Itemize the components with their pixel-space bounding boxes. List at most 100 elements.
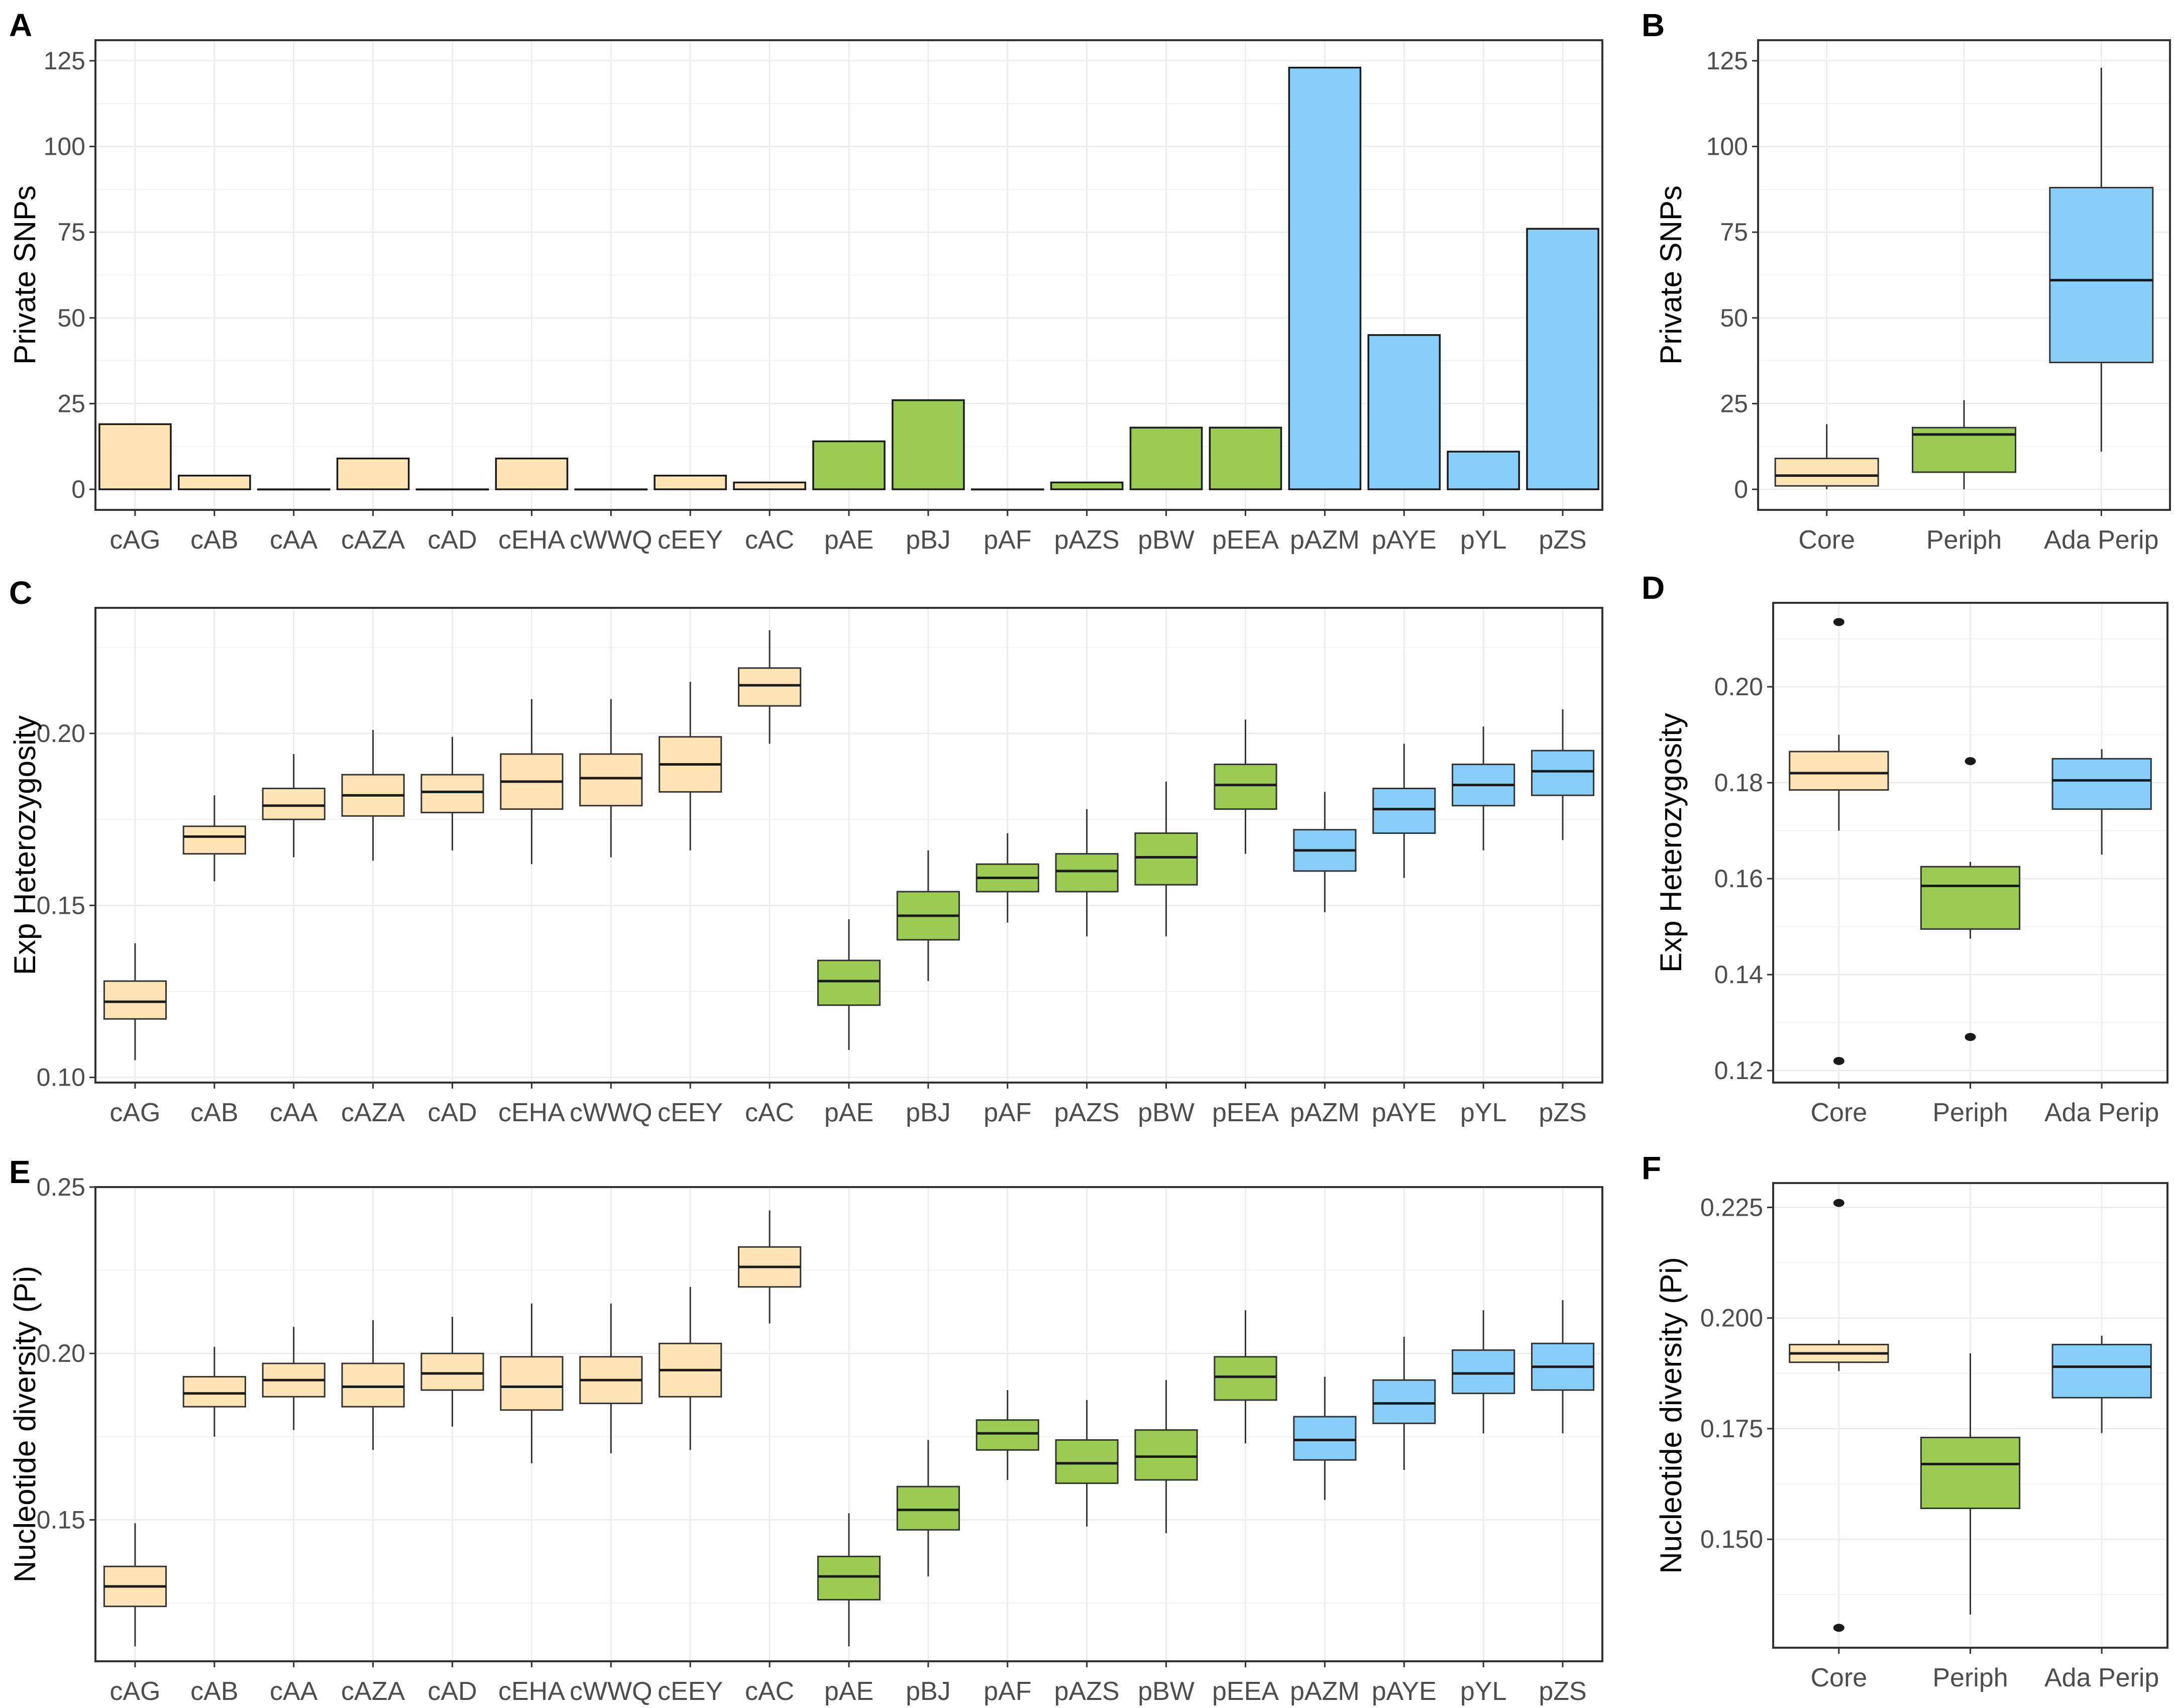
panel-e: 0.15 0.20 0.25 cAG cAB cAA cAZA cAD cEHA cWWQ cEEY… [8, 1154, 1603, 1706]
y-tick-label: 0.14 [1714, 960, 1763, 989]
box-cAA [262, 788, 325, 820]
bar-pAF [970, 488, 1044, 491]
box-pAYE [1372, 1379, 1436, 1424]
bar-pEEA [1209, 426, 1282, 490]
bar-cAA [257, 488, 331, 491]
x-tick-label: pBJ [906, 525, 951, 555]
y-tick-label: 0.20 [37, 719, 85, 748]
x-tick-label: cAD [427, 1098, 477, 1127]
bar-pYL [1447, 451, 1520, 490]
y-tick-label: 125 [44, 47, 85, 75]
x-tick-label: cEEY [658, 525, 723, 555]
x-tick-label: pAZS [1054, 525, 1120, 555]
y-tick-label: 25 [1720, 389, 1748, 417]
x-tick-label: cAB [190, 1098, 238, 1127]
y-axis-title: Nucleotide diversity (Pi) [1654, 1257, 1688, 1573]
y-tick-label: 50 [57, 304, 85, 332]
x-tick-label: pZS [1539, 525, 1586, 555]
outlier-point [1833, 1057, 1844, 1065]
x-tick-label: pBJ [906, 1677, 951, 1706]
x-tick-label: cAD [427, 1677, 477, 1706]
box-pEEA [1214, 1356, 1277, 1401]
x-tick-label: pEEA [1212, 525, 1279, 555]
outlier-point [1833, 1199, 1844, 1207]
box-pAF [975, 1419, 1039, 1451]
x-tick-label: cAZA [341, 525, 405, 555]
y-tick-label: 0.25 [37, 1173, 85, 1201]
y-tick-label: 100 [1706, 133, 1748, 161]
y-tick-label: 0 [1734, 475, 1748, 503]
x-tick-label: cAD [427, 525, 477, 555]
panel-letter: A [9, 7, 32, 43]
y-tick-label: 125 [1706, 47, 1748, 75]
x-tick-label: pAZM [1290, 1677, 1360, 1706]
x-tick-label: cAC [745, 1677, 794, 1706]
x-tick-label: Periph [1932, 1098, 2008, 1127]
x-tick-label: pBW [1138, 1098, 1194, 1127]
x-tick-label: pAF [984, 1098, 1031, 1127]
x-tick-label: pAE [824, 1098, 874, 1127]
box-cAB [182, 825, 246, 855]
x-tick-label: Periph [1932, 1663, 2008, 1692]
x-tick-label: cAG [110, 525, 160, 555]
y-axis-title: Private SNPs [8, 185, 42, 365]
panel-c: 0.10 0.15 0.20 cAG cAB cAA cAZA cAD cEHA cWWQ cEEY… [8, 575, 1603, 1127]
x-tick-label: pAYE [1372, 1098, 1437, 1127]
x-tick-label: Ada Perip [2044, 1098, 2159, 1127]
bar-cAZA [336, 457, 410, 490]
box-pAZM [1293, 1416, 1357, 1461]
x-tick-label: cEHA [498, 525, 565, 555]
box-pZS [1531, 750, 1595, 796]
x-tick-label: pZS [1539, 1677, 1586, 1706]
x-tick-label: cAZA [341, 1098, 405, 1127]
box-cAD [420, 774, 484, 813]
x-tick-label: cAG [110, 1098, 160, 1127]
x-tick-label: Ada Perip [2044, 525, 2158, 555]
bar-pBW [1129, 426, 1203, 490]
y-tick-label: 0.20 [37, 1339, 85, 1367]
box-Ada Perip [2051, 1344, 2152, 1399]
x-tick-label: pBW [1138, 525, 1194, 555]
bar-pAYE [1367, 334, 1441, 490]
x-tick-label: cEEY [658, 1677, 723, 1706]
x-tick-label: Ada Perip [2044, 1663, 2159, 1692]
x-tick-label: Core [1798, 525, 1855, 555]
x-tick-label: pAZM [1290, 1098, 1360, 1127]
x-tick-label: pZS [1539, 1098, 1586, 1127]
box-Periph [1920, 866, 2021, 930]
x-tick-label: pBJ [906, 1098, 951, 1127]
panel-letter: C [9, 575, 32, 611]
x-tick-label: cWWQ [570, 1677, 653, 1706]
box-cAB [182, 1376, 246, 1408]
y-tick-label: 0.15 [37, 1506, 85, 1534]
x-tick-label: cAB [190, 1677, 238, 1706]
box-Core [1774, 458, 1879, 487]
bar-cEHA [495, 457, 569, 490]
x-tick-label: pAZS [1054, 1677, 1120, 1706]
outlier-point [1833, 618, 1844, 626]
bar-cAD [415, 488, 489, 491]
x-tick-label: pAZS [1054, 1098, 1120, 1127]
box-pAYE [1372, 788, 1436, 834]
outlier-point [1965, 757, 1976, 766]
outlier-point [1965, 1033, 1976, 1041]
y-tick-label: 0.150 [1700, 1525, 1763, 1553]
x-tick-label: pYL [1460, 1098, 1507, 1127]
y-tick-label: 75 [1720, 218, 1748, 246]
box-Ada Perip [2051, 758, 2152, 810]
x-tick-label: pYL [1460, 1677, 1507, 1706]
panel-letter: D [1642, 570, 1665, 606]
bar-pAE [812, 440, 886, 490]
x-tick-label: cAC [745, 525, 794, 555]
y-axis-title: Nucleotide diversity (Pi) [8, 1266, 42, 1582]
box-pAE [817, 1555, 881, 1600]
x-tick-label: cWWQ [570, 1098, 653, 1127]
box-cAD [420, 1352, 484, 1391]
x-tick-label: cAA [270, 525, 318, 555]
y-tick-label: 0 [71, 475, 85, 503]
x-tick-label: pAE [824, 525, 874, 555]
x-tick-label: pEEA [1212, 1098, 1279, 1127]
x-tick-label: cAA [270, 1677, 318, 1706]
box-cEHA [500, 1356, 564, 1411]
